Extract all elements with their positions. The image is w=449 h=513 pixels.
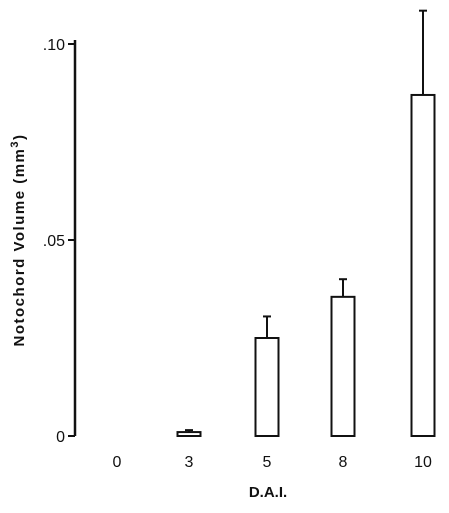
y-tick-label: .05 [43,233,65,250]
y-axis-title-superscript: 3 [9,140,21,148]
y-axis-title: Notochord Volume (mm3) [9,133,28,346]
bar-3 [176,431,202,437]
x-tick-label: 0 [113,454,122,471]
y-ticks: 0 .05 .10 [43,37,75,446]
x-axis-title: D.A.I. [249,484,287,501]
y-tick-label: .10 [43,37,65,54]
x-tick-labels: 0 3 5 8 10 [113,454,432,471]
y-axis-title-main: Notochord Volume (mm [11,148,28,347]
bars [176,9,436,438]
bar-5 [254,337,280,437]
x-tick-label: 10 [414,454,432,471]
bar-8 [330,295,356,437]
x-tick-label: 8 [339,454,348,471]
y-axis-title-close: ) [11,133,28,140]
x-tick-label: 5 [263,454,272,471]
bar-10 [410,93,436,438]
y-tick-label: 0 [56,429,65,446]
x-tick-label: 3 [185,454,194,471]
